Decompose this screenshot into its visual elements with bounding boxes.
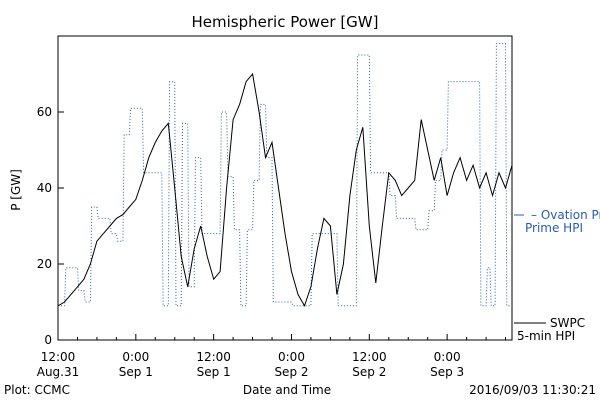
y-tick-label: 40 — [37, 181, 52, 195]
y-tick-label: 60 — [37, 105, 52, 119]
x-tick-label-date: Sep 2 — [274, 365, 308, 379]
footer-plot-credit: Plot: CCMC — [4, 383, 70, 397]
series-ovation-prime-line — [58, 43, 512, 307]
x-tick-label-time: 0:00 — [278, 350, 305, 364]
y-tick-label: 20 — [37, 257, 52, 271]
x-tick-label-date: Sep 2 — [352, 365, 386, 379]
x-tick-label-time: 12:00 — [41, 350, 76, 364]
chart-title: Hemispheric Power [GW] — [192, 13, 379, 31]
series-layer — [57, 43, 513, 308]
y-axis-label: P [GW] — [9, 169, 23, 211]
footer-timestamp: 2016/09/03 11:30:21 — [469, 383, 596, 397]
x-tick-label-time: 12:00 — [352, 350, 387, 364]
plot-area — [57, 35, 513, 341]
y-tick-label: 0 — [44, 333, 52, 347]
series-5min-hpi-line — [57, 72, 513, 308]
legend-ovation-label: – Ovation Prime HPI — [531, 208, 600, 222]
x-tick-label-date: Sep 1 — [197, 365, 231, 379]
legend-hpi-label-line1: SWPC — [550, 316, 585, 330]
x-tick-label-time: 0:00 — [122, 350, 149, 364]
x-tick-label-date: Sep 3 — [430, 365, 464, 379]
y-axis-ticks: 0 20 40 60 — [37, 105, 64, 347]
x-tick-label-time: 12:00 — [196, 350, 231, 364]
x-tick-label-time: 0:00 — [434, 350, 461, 364]
x-tick-label-date: Aug.31 — [37, 365, 80, 379]
x-tick-label-date: Sep 1 — [119, 365, 153, 379]
x-axis-label: Date and Time — [243, 383, 331, 397]
legend-hpi-label-line2: 5-min HPI — [517, 329, 575, 343]
legend-ovation-label-line2: Prime HPI — [525, 221, 583, 235]
